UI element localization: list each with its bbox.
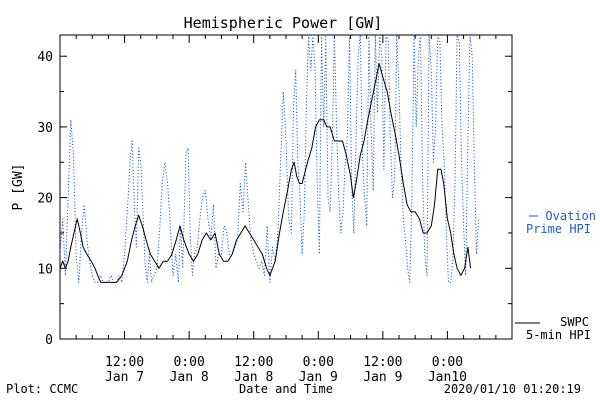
x-tick-label-time: 0:00 (173, 355, 204, 370)
x-tick-label-date: Jan10 (428, 370, 467, 385)
x-tick-label-time: 12:00 (234, 355, 273, 370)
y-axis-label: P [GW] (11, 164, 26, 211)
ovation-prime-series-line (59, 34, 480, 283)
ovation-legend-label-2: Prime HPI (526, 222, 591, 236)
y-tick-label: 30 (37, 121, 53, 136)
y-tick-label: 0 (45, 333, 53, 348)
swpc-hpi-series-line (59, 62, 472, 283)
x-tick-label-time: 0:00 (432, 355, 463, 370)
x-axis-label: Date and Time (239, 382, 333, 396)
swpc-legend-label-1: SWPC (560, 315, 589, 329)
x-tick-label-date: Jan 8 (170, 370, 209, 385)
x-tick-label-time: 0:00 (303, 355, 334, 370)
x-tick-label-date: Jan 9 (299, 370, 338, 385)
x-tick-label-date: Jan 9 (363, 370, 402, 385)
y-tick-label: 20 (37, 192, 53, 207)
y-tick-label: 40 (37, 50, 53, 65)
chart-title: Hemispheric Power [GW] (184, 14, 383, 32)
y-tick-label: 10 (37, 262, 53, 277)
swpc-legend-label-2: 5-min HPI (526, 328, 591, 342)
x-tick-label-time: 12:00 (363, 355, 402, 370)
x-tick-label-time: 12:00 (105, 355, 144, 370)
x-tick-label-date: Jan 8 (234, 370, 273, 385)
x-tick-label-date: Jan 7 (105, 370, 144, 385)
plot-credit: Plot: CCMC (6, 382, 78, 396)
plot-timestamp: 2020/01/10 01:20:19 (444, 382, 581, 396)
series-layer (59, 34, 480, 283)
y-axis-ticks: 0 10 20 30 40 (37, 50, 512, 348)
ovation-legend-label-1: Ovation (545, 209, 596, 223)
